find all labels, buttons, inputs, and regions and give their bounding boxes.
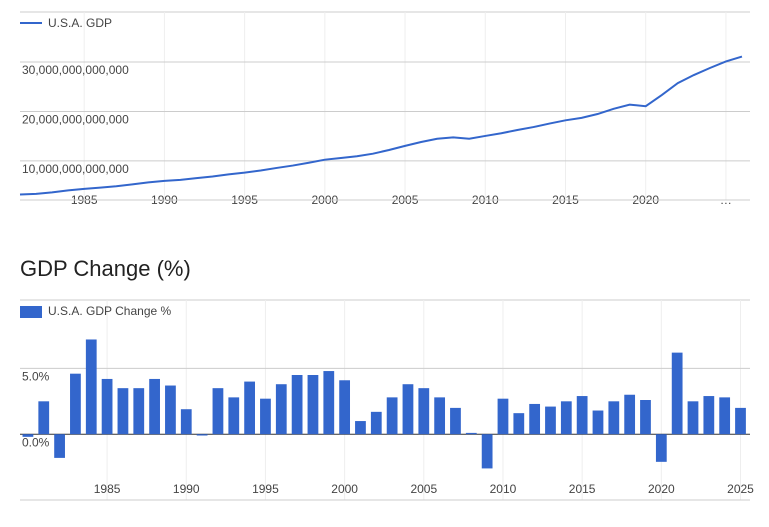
bar xyxy=(513,413,525,435)
bar xyxy=(180,409,192,435)
bar xyxy=(355,421,366,435)
bar xyxy=(719,397,731,435)
data-line xyxy=(19,55,743,196)
bar xyxy=(22,434,34,437)
bar xyxy=(54,434,65,458)
x-tick-label: 2020 xyxy=(648,482,675,496)
bar xyxy=(434,397,446,435)
bar xyxy=(560,401,572,435)
legend-swatch xyxy=(20,306,42,318)
bar xyxy=(244,381,255,435)
bar xyxy=(592,410,604,435)
bar xyxy=(228,397,240,435)
y-tick-label: 20,000,000,000,000 xyxy=(22,113,129,127)
bar xyxy=(671,352,683,435)
bar xyxy=(576,396,588,435)
x-tick-label: 2000 xyxy=(331,482,358,496)
bar xyxy=(149,378,160,435)
bar xyxy=(529,403,541,435)
x-tick-label: 1985 xyxy=(94,482,121,496)
bar xyxy=(70,373,81,435)
x-tick-label: 2010 xyxy=(490,482,517,496)
bar xyxy=(465,432,477,435)
bar xyxy=(38,401,50,435)
bar xyxy=(260,398,271,435)
bar xyxy=(165,385,176,435)
bar xyxy=(640,400,651,435)
bar xyxy=(275,384,287,435)
x-tick-label: 2015 xyxy=(569,482,596,496)
bar xyxy=(402,384,414,435)
y-tick-label: 30,000,000,000,000 xyxy=(22,63,129,77)
y-tick-label: 0.0% xyxy=(22,435,50,449)
bar xyxy=(307,375,319,435)
bar xyxy=(196,434,208,436)
bar xyxy=(545,406,556,435)
x-tick-label: 2005 xyxy=(410,482,437,496)
chart-title: GDP Change (%) xyxy=(20,256,191,281)
bar xyxy=(703,396,715,435)
bar xyxy=(291,375,303,435)
y-tick-label: 5.0% xyxy=(22,370,50,384)
bar xyxy=(101,378,113,435)
bar xyxy=(497,398,509,435)
legend-label: U.S.A. GDP Change % xyxy=(48,304,172,318)
bar xyxy=(212,388,224,435)
bar xyxy=(133,388,145,435)
bar xyxy=(624,394,636,435)
bar xyxy=(370,411,382,435)
y-tick-label: 10,000,000,000,000 xyxy=(22,162,129,176)
bar xyxy=(85,339,97,435)
bar xyxy=(339,380,351,435)
legend-label: U.S.A. GDP xyxy=(48,16,112,30)
bar xyxy=(386,397,398,435)
bar xyxy=(481,434,493,469)
x-tick-label: 1990 xyxy=(173,482,200,496)
x-tick-label: 2025 xyxy=(727,482,754,496)
bar xyxy=(418,388,430,435)
bar xyxy=(117,388,129,435)
x-tick-label: 1995 xyxy=(252,482,279,496)
bar xyxy=(735,407,746,435)
bar xyxy=(450,407,461,435)
bar xyxy=(323,371,335,435)
bar xyxy=(655,434,667,462)
bar xyxy=(608,401,620,435)
bar xyxy=(687,401,699,435)
